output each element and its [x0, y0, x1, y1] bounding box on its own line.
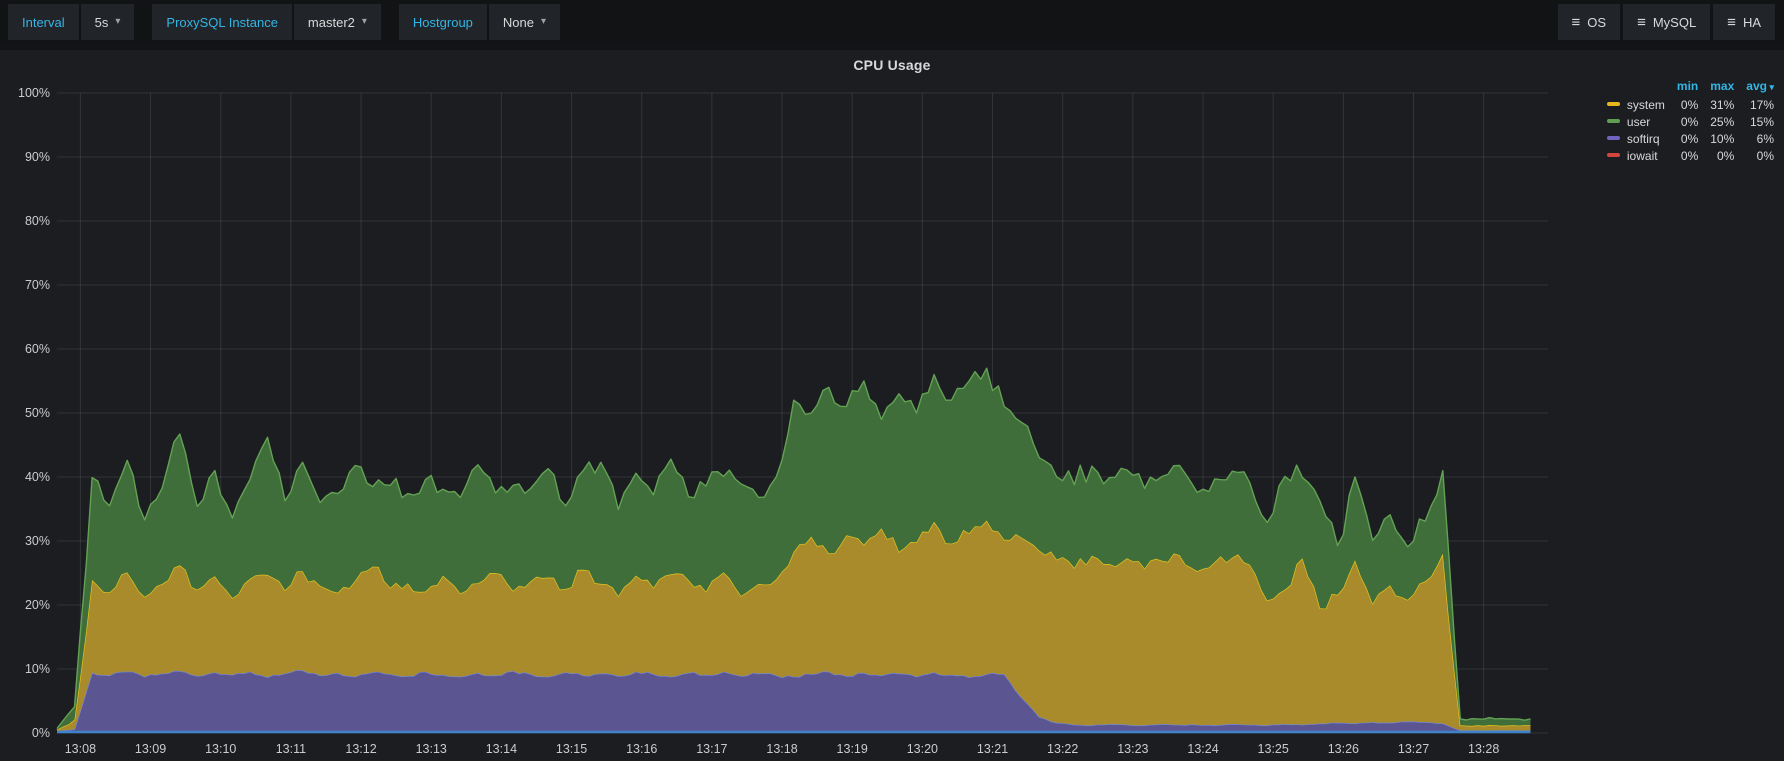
toolbar: Interval 5s ▾ ProxySQL Instance master2 ▾ Host… [0, 0, 1784, 44]
x-tick-label: 13:10 [205, 742, 236, 756]
y-tick-label: 70% [25, 278, 50, 292]
x-tick-label: 13:18 [766, 742, 797, 756]
proxysql-instance-filter-value-dropdown[interactable]: master2 ▾ [293, 4, 381, 40]
panel-title: CPU Usage [853, 57, 931, 73]
ha-menu-label: HA [1742, 14, 1761, 30]
x-tick-label: 13:15 [556, 742, 587, 756]
y-tick-label: 40% [25, 470, 50, 484]
toolbar-filters: Interval 5s ▾ ProxySQL Instance master2 ▾ Host… [8, 4, 578, 40]
softirq-swatch-icon [1606, 136, 1620, 141]
interval-filter-group: Interval 5s ▾ [8, 4, 136, 40]
x-tick-label: 13:09 [135, 742, 166, 756]
legend-avg-value: 0% [1756, 148, 1774, 163]
x-tick-label: 13:11 [276, 742, 306, 756]
x-tick-label: 13:21 [977, 742, 1008, 756]
hostgroup-filter-label[interactable]: Hostgroup [398, 4, 487, 40]
legend-row-iowait: iowait 0% 0% 0% [1606, 147, 1776, 164]
y-tick-label: 90% [25, 150, 50, 164]
y-tick-label: 80% [25, 214, 50, 228]
x-tick-label: 13:24 [1187, 742, 1218, 756]
legend-min-value: 0% [1680, 148, 1699, 163]
x-tick-label: 13:20 [907, 742, 938, 756]
legend-series-system[interactable]: system [1606, 96, 1667, 113]
x-tick-label: 13:16 [626, 742, 657, 756]
ha-menu-button[interactable]: ≡ HA [1713, 4, 1775, 40]
iowait-swatch-icon [1606, 153, 1620, 158]
user-swatch-icon [1606, 119, 1620, 124]
legend-sort-min[interactable]: min [1676, 79, 1699, 93]
system-area [57, 520, 1531, 732]
y-tick-label: 60% [25, 342, 50, 356]
legend-series-label: iowait [1626, 148, 1658, 163]
x-tick-label: 13:26 [1328, 742, 1359, 756]
legend-row-system: system 0% 31% 17% [1606, 96, 1776, 113]
cpu-usage-panel: CPU Usage 13:08 13:09 13:10 13:11 13:12 13:13… [0, 50, 1784, 761]
legend: min max avg ▾ system 0% 31% 17% user 0% 25% 15% sof… [1606, 78, 1776, 164]
legend-min-value: 0% [1680, 114, 1699, 129]
legend-avg-value: 17% [1749, 97, 1774, 112]
x-tick-label: 13:08 [65, 742, 96, 756]
x-tick-label: 13:22 [1047, 742, 1078, 756]
legend-series-user[interactable]: user [1606, 113, 1667, 130]
legend-header-row: min max avg ▾ [1607, 78, 1776, 96]
menu-icon: ≡ [1637, 13, 1646, 31]
legend-max-value: 25% [1710, 114, 1735, 129]
x-tick-label: 13:13 [416, 742, 447, 756]
interval-filter-label[interactable]: Interval [8, 4, 79, 40]
legend-sort-max[interactable]: max [1710, 79, 1735, 93]
legend-sort-avg[interactable]: avg ▾ [1746, 79, 1774, 93]
x-tick-label: 13:14 [486, 742, 517, 756]
os-menu-button[interactable]: ≡ OS [1557, 4, 1621, 40]
legend-max-value: 0% [1716, 148, 1735, 163]
y-tick-label: 0% [32, 726, 50, 740]
y-tick-label: 100% [18, 86, 50, 100]
y-tick-label: 30% [25, 534, 50, 548]
x-tick-label: 13:27 [1398, 742, 1429, 756]
chevron-down-icon: ▾ [361, 16, 367, 27]
x-tick-label: 13:25 [1258, 742, 1289, 756]
y-tick-label: 50% [25, 406, 50, 420]
legend-min-value: 0% [1680, 131, 1699, 146]
os-menu-label: OS [1587, 14, 1607, 30]
softirq-area [57, 670, 1531, 733]
chevron-down-icon: ▾ [115, 16, 121, 27]
sort-caret-icon: ▾ [1766, 82, 1774, 92]
legend-row-softirq: softirq 0% 10% 6% [1606, 130, 1776, 147]
legend-min-value: 0% [1680, 97, 1699, 112]
y-tick-label: 10% [25, 662, 50, 676]
proxysql-instance-filter-group: ProxySQL Instance master2 ▾ [152, 4, 383, 40]
x-tick-label: 13:28 [1468, 742, 1499, 756]
hostgroup-filter-group: Hostgroup None ▾ [398, 4, 562, 40]
legend-max-value: 10% [1710, 131, 1735, 146]
legend-row-user: user 0% 25% 15% [1606, 113, 1776, 130]
x-tick-label: 13:12 [345, 742, 376, 756]
legend-max-value: 31% [1710, 97, 1735, 112]
x-tick-label: 13:19 [837, 742, 868, 756]
menu-icon: ≡ [1727, 13, 1736, 31]
x-tick-label: 13:17 [696, 742, 727, 756]
user-line [56, 367, 1531, 729]
hostgroup-filter-value-dropdown[interactable]: None ▾ [488, 4, 561, 40]
legend-series-label: softirq [1626, 131, 1660, 146]
legend-avg-value: 6% [1756, 131, 1774, 146]
legend-series-label: system [1626, 97, 1665, 112]
system-swatch-icon [1606, 102, 1620, 107]
mysql-menu-button[interactable]: ≡ MySQL [1623, 4, 1711, 40]
legend-avg-value: 15% [1749, 114, 1774, 129]
toolbar-menus: ≡ OS ≡ MySQL ≡ HA [1557, 4, 1779, 40]
legend-series-iowait[interactable]: iowait [1606, 147, 1667, 164]
legend-series-label: user [1626, 114, 1651, 129]
mysql-menu-label: MySQL [1652, 14, 1697, 30]
chevron-down-icon: ▾ [540, 16, 547, 27]
x-tick-label: 13:23 [1117, 742, 1148, 756]
user-area [57, 368, 1531, 730]
proxysql-instance-filter-label[interactable]: ProxySQL Instance [152, 4, 292, 40]
legend-series-softirq[interactable]: softirq [1606, 130, 1667, 147]
legend-table: min max avg ▾ system 0% 31% 17% user 0% 25% 15% sof… [1606, 78, 1776, 164]
legend-name-header [1607, 78, 1667, 96]
menu-icon: ≡ [1571, 13, 1581, 31]
cpu-usage-chart[interactable]: 13:08 13:09 13:10 13:11 13:12 13:13 13:14 13:15… [0, 50, 1784, 761]
interval-filter-value-dropdown[interactable]: 5s ▾ [80, 4, 135, 40]
y-tick-label: 20% [25, 598, 50, 612]
